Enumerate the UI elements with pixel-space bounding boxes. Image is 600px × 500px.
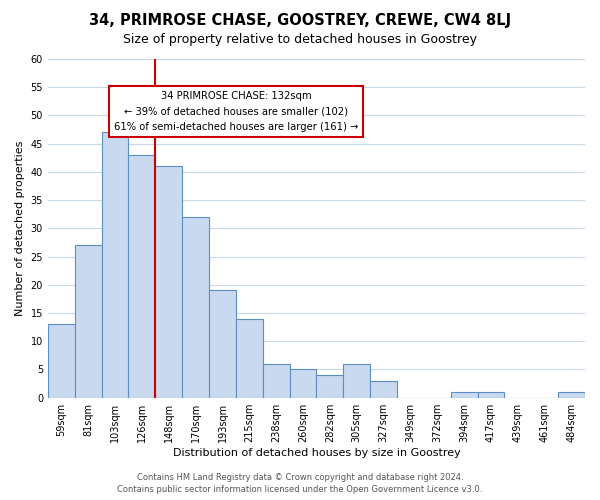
Bar: [343, 364, 370, 398]
Bar: [128, 155, 155, 398]
Bar: [209, 290, 236, 398]
Bar: [48, 324, 75, 398]
Bar: [182, 217, 209, 398]
Bar: [451, 392, 478, 398]
Text: Size of property relative to detached houses in Goostrey: Size of property relative to detached ho…: [123, 32, 477, 46]
Bar: [316, 375, 343, 398]
Bar: [155, 166, 182, 398]
X-axis label: Distribution of detached houses by size in Goostrey: Distribution of detached houses by size …: [173, 448, 460, 458]
Bar: [558, 392, 585, 398]
Bar: [478, 392, 505, 398]
Bar: [370, 381, 397, 398]
Bar: [101, 132, 128, 398]
Text: 34 PRIMROSE CHASE: 132sqm
← 39% of detached houses are smaller (102)
61% of semi: 34 PRIMROSE CHASE: 132sqm ← 39% of detac…: [114, 91, 358, 132]
Y-axis label: Number of detached properties: Number of detached properties: [15, 140, 25, 316]
Bar: [263, 364, 290, 398]
Bar: [75, 246, 101, 398]
Bar: [290, 370, 316, 398]
Text: Contains HM Land Registry data © Crown copyright and database right 2024.
Contai: Contains HM Land Registry data © Crown c…: [118, 472, 482, 494]
Text: 34, PRIMROSE CHASE, GOOSTREY, CREWE, CW4 8LJ: 34, PRIMROSE CHASE, GOOSTREY, CREWE, CW4…: [89, 12, 511, 28]
Bar: [236, 318, 263, 398]
